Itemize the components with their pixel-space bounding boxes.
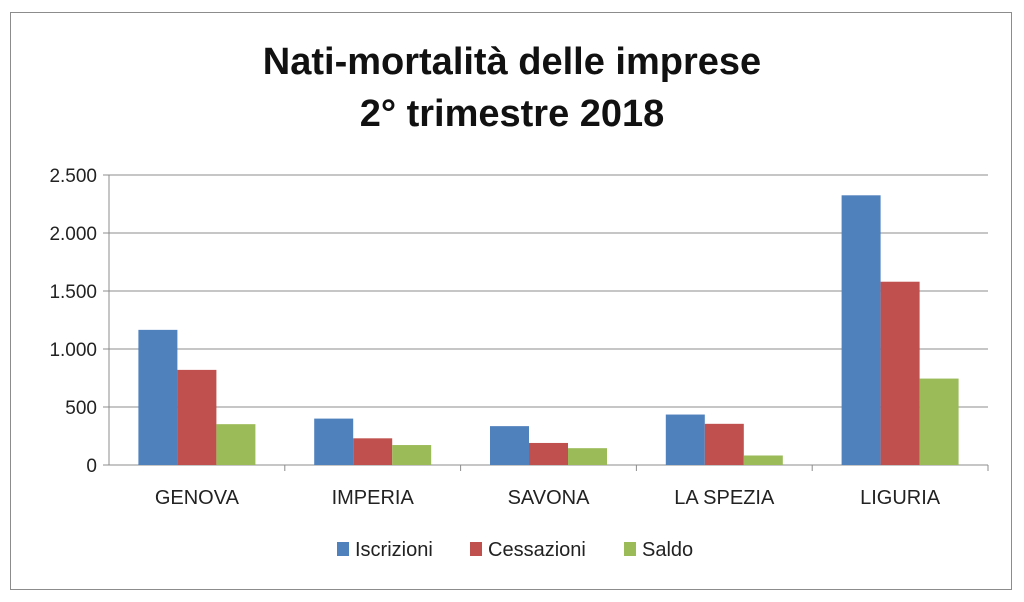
y-tick-label: 500 <box>65 398 97 419</box>
bar-iscrizioni-savona <box>490 426 529 465</box>
bar-iscrizioni-imperia <box>314 418 354 465</box>
bar-cessazioni-liguria <box>880 281 920 465</box>
bar-saldo-liguria <box>919 378 959 465</box>
bar-saldo-genova <box>216 424 256 465</box>
legend-swatch-cessazioni <box>470 542 482 556</box>
legend-label-saldo: Saldo <box>642 539 693 561</box>
legend-swatch-iscrizioni <box>337 542 349 556</box>
bar-saldo-imperia <box>392 445 432 465</box>
y-tick-label: 1.000 <box>49 340 97 361</box>
y-tick-label: 1.500 <box>49 282 97 303</box>
bar-cessazioni-imperia <box>353 438 393 465</box>
y-tick-label: 2.500 <box>49 166 97 187</box>
x-tick-label: SAVONA <box>508 487 591 509</box>
bar-iscrizioni-genova <box>138 329 178 465</box>
x-tick-label: GENOVA <box>155 487 240 509</box>
legend-swatch-saldo <box>624 542 636 556</box>
legend-label-iscrizioni: Iscrizioni <box>355 539 433 561</box>
bar-iscrizioni-la-spezia <box>665 414 705 465</box>
chart-title: Nati-mortalità delle imprese 2° trimestr… <box>0 36 1024 140</box>
bar-cessazioni-savona <box>529 442 568 465</box>
y-tick-label: 2.000 <box>49 224 97 245</box>
x-tick-label: LIGURIA <box>860 487 941 509</box>
bar-iscrizioni-liguria <box>841 195 881 466</box>
bar-saldo-savona <box>568 448 607 465</box>
legend-label-cessazioni: Cessazioni <box>488 539 586 561</box>
chart-title-line1: Nati-mortalità delle imprese <box>262 41 762 83</box>
chart-title-line2: 2° trimestre 2018 <box>359 93 665 135</box>
bar-cessazioni-la-spezia <box>704 423 744 465</box>
bar-cessazioni-genova <box>177 369 217 465</box>
y-tick-label: 0 <box>86 456 97 477</box>
bar-saldo-la-spezia <box>743 455 783 465</box>
x-tick-label: IMPERIA <box>332 487 415 509</box>
x-tick-label: LA SPEZIA <box>674 487 775 509</box>
